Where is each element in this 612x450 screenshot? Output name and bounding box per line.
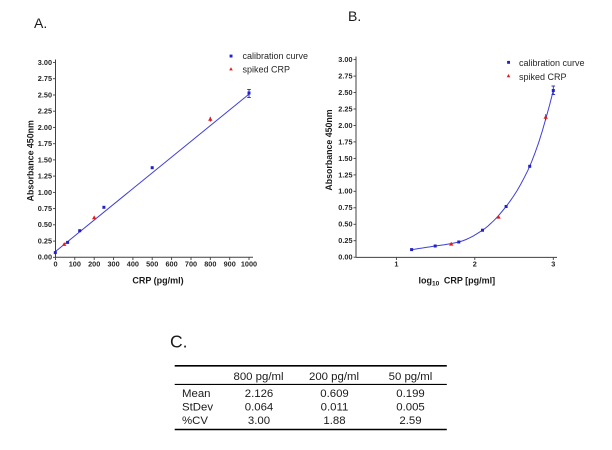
svg-text:B.: B. <box>348 8 361 24</box>
svg-text:2.00: 2.00 <box>338 121 352 130</box>
svg-text:500: 500 <box>146 260 158 269</box>
svg-text:300: 300 <box>108 260 120 269</box>
svg-text:800: 800 <box>204 260 216 269</box>
svg-text:0.011: 0.011 <box>321 402 349 414</box>
svg-text:0.064: 0.064 <box>245 402 274 414</box>
svg-text:2.25: 2.25 <box>38 107 52 116</box>
svg-text:C.: C. <box>170 332 188 352</box>
svg-text:0.00: 0.00 <box>338 253 352 262</box>
svg-text:0: 0 <box>53 260 57 269</box>
svg-text:0.50: 0.50 <box>38 220 52 229</box>
svg-text:A.: A. <box>34 15 47 31</box>
svg-text:900: 900 <box>224 260 236 269</box>
svg-text:0.25: 0.25 <box>338 236 352 245</box>
svg-text:0.25: 0.25 <box>38 237 52 246</box>
svg-text:0.75: 0.75 <box>338 203 352 212</box>
svg-text:200: 200 <box>88 260 100 269</box>
svg-text:Absorbance 450nm: Absorbance 450nm <box>26 120 36 201</box>
svg-text:2.00: 2.00 <box>38 123 52 132</box>
svg-text:2.75: 2.75 <box>38 74 52 83</box>
svg-text:1.25: 1.25 <box>38 172 52 181</box>
svg-text:2.50: 2.50 <box>338 88 352 97</box>
svg-text:Mean: Mean <box>182 388 211 400</box>
svg-text:800 pg/ml: 800 pg/ml <box>233 371 283 383</box>
svg-text:calibration curve: calibration curve <box>243 51 309 61</box>
svg-text:400: 400 <box>127 260 139 269</box>
svg-text:0.00: 0.00 <box>38 253 52 262</box>
svg-text:spiked CRP: spiked CRP <box>519 72 567 82</box>
svg-text:2.126: 2.126 <box>245 388 274 400</box>
svg-text:2.25: 2.25 <box>338 104 352 113</box>
svg-text:spiked CRP: spiked CRP <box>243 64 291 74</box>
svg-text:1.50: 1.50 <box>338 154 352 163</box>
svg-text:calibration curve: calibration curve <box>519 58 585 68</box>
svg-text:1.75: 1.75 <box>38 139 52 148</box>
svg-text:3.00: 3.00 <box>38 58 52 67</box>
svg-text:1.50: 1.50 <box>38 155 52 164</box>
svg-text:1.25: 1.25 <box>338 170 352 179</box>
svg-text:1000: 1000 <box>241 260 257 269</box>
svg-text:%CV: %CV <box>182 415 208 427</box>
svg-text:2.75: 2.75 <box>338 72 352 81</box>
svg-text:0.199: 0.199 <box>396 388 425 400</box>
svg-text:Absorbance 450nm: Absorbance 450nm <box>324 109 334 190</box>
svg-text:50 pg/ml: 50 pg/ml <box>389 371 433 383</box>
svg-text:0.50: 0.50 <box>338 220 352 229</box>
svg-text:1.00: 1.00 <box>38 188 52 197</box>
svg-text:3.00: 3.00 <box>248 415 270 427</box>
svg-text:3.00: 3.00 <box>338 55 352 64</box>
svg-text:3: 3 <box>551 260 555 269</box>
svg-text:1.75: 1.75 <box>338 137 352 146</box>
svg-text:100: 100 <box>69 260 81 269</box>
svg-text:0.609: 0.609 <box>320 388 349 400</box>
svg-text:2: 2 <box>473 260 477 269</box>
svg-text:200 pg/ml: 200 pg/ml <box>309 371 359 383</box>
svg-text:2.59: 2.59 <box>399 415 421 427</box>
svg-text:1.88: 1.88 <box>323 415 345 427</box>
svg-text:2.50: 2.50 <box>38 90 52 99</box>
svg-text:0.75: 0.75 <box>38 204 52 213</box>
svg-text:700: 700 <box>185 260 197 269</box>
svg-text:1.00: 1.00 <box>338 187 352 196</box>
svg-text:1: 1 <box>394 260 398 269</box>
svg-text:CRP (pg/ml): CRP (pg/ml) <box>132 276 183 286</box>
svg-text:0.005: 0.005 <box>396 402 425 414</box>
svg-text:log10 CRP [pg/ml]: log10 CRP [pg/ml] <box>419 276 496 288</box>
svg-text:StDev: StDev <box>182 402 213 414</box>
svg-text:600: 600 <box>166 260 178 269</box>
